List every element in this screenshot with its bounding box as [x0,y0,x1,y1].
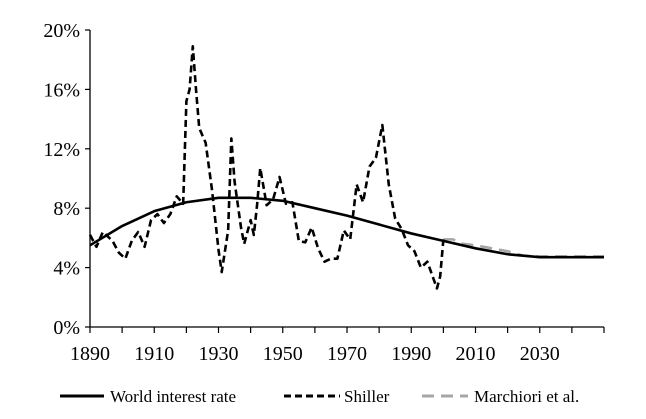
series-line-0 [89,196,604,259]
y-tick-label: 0% [53,317,80,339]
y-tick-label: 20% [43,20,80,42]
x-tick-label: 1970 [327,343,367,365]
legend-label-1: Shiller [344,387,390,406]
y-tick-label: 8% [53,198,80,220]
x-tick-label: 2030 [520,343,560,365]
series-layer [88,45,604,290]
x-tick-label: 1890 [70,343,110,365]
x-tick-label: 1990 [391,343,431,365]
series-line-1 [88,45,445,290]
tick-labels: 0% 4% 8% 12% 16% 20% 1890 1910 1930 1950 1970 1990 2… [43,20,559,365]
legend-label-2: Marchiori et al. [474,387,579,406]
x-tick-label: 1950 [263,343,303,365]
series-line-2 [443,238,604,258]
x-tick-label: 2010 [456,343,496,365]
axes [85,29,605,333]
x-tick-label: 1910 [134,343,174,365]
y-tick-label: 16% [43,79,80,101]
y-tick-label: 12% [43,139,80,161]
y-tick-label: 4% [53,258,80,280]
legend: World interest rate Shiller Marchiori et a… [60,387,579,406]
x-tick-label: 1930 [199,343,239,365]
legend-label-0: World interest rate [110,387,236,406]
